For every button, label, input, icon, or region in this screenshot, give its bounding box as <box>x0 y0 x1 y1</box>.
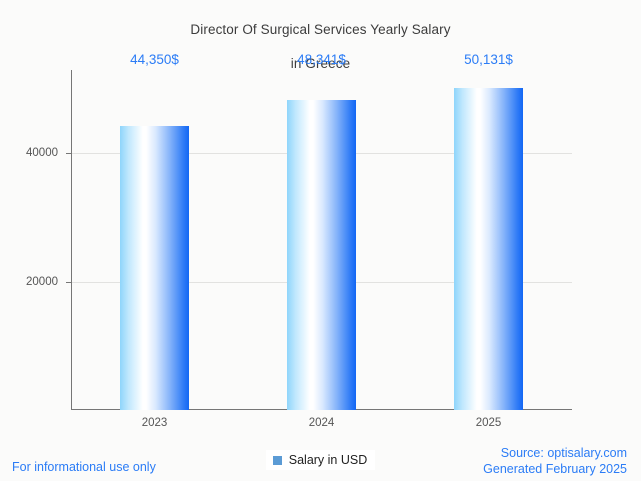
x-axis-tick-label-2025: 2025 <box>475 417 502 429</box>
y-axis-tick-mark <box>66 153 71 155</box>
bar-value-label-2024: 48,341$ <box>297 52 346 67</box>
chart-legend: Salary in USD <box>0 450 641 470</box>
x-axis-tick-label-2024: 2024 <box>308 417 335 429</box>
bar-2024[interactable] <box>287 99 356 410</box>
source-attribution: Source: optisalary.com Generated Februar… <box>483 445 627 477</box>
bar-2025[interactable] <box>454 88 523 410</box>
generated-date-text: Generated February 2025 <box>483 462 627 476</box>
chart-title-line-1: Director Of Surgical Services Yearly Sal… <box>190 22 451 37</box>
plot-area <box>66 70 572 410</box>
legend-item-label: Salary in USD <box>288 453 368 467</box>
legend-color-swatch-icon <box>272 455 282 465</box>
y-axis-tick-label: 20000 <box>26 275 58 288</box>
bar-value-label-2023: 44,350$ <box>130 52 179 67</box>
bar-2023[interactable] <box>120 125 189 410</box>
chart-title-line-2: in Greece <box>290 56 351 71</box>
legend-item-salary[interactable]: Salary in USD <box>265 450 376 470</box>
y-axis-tick-mark <box>66 281 71 283</box>
y-axis-line <box>71 70 72 410</box>
bar-value-label-2025: 50,131$ <box>464 52 513 67</box>
disclaimer-text: For informational use only <box>12 460 156 474</box>
y-axis-tick-label: 40000 <box>26 147 58 160</box>
chart-title: Director Of Surgical Services Yearly Sal… <box>0 4 641 72</box>
source-text: Source: optisalary.com <box>500 446 627 460</box>
x-axis-tick-label-2023: 2023 <box>141 417 168 429</box>
